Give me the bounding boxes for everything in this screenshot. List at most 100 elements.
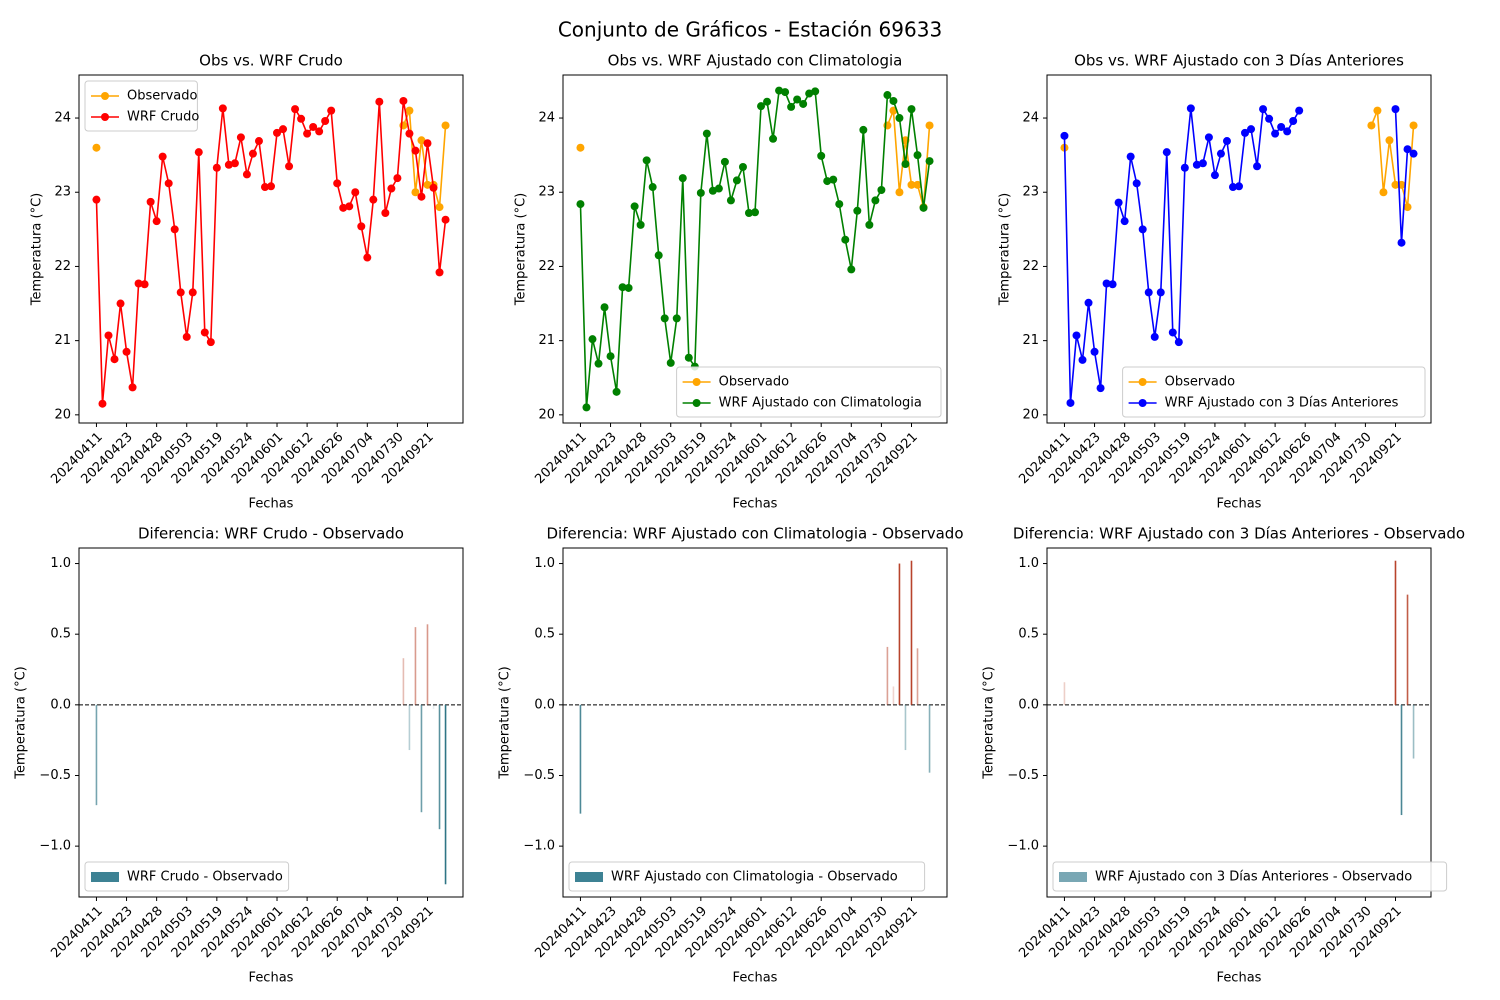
legend-label: WRF Ajustado con 3 Días Anteriores <box>1165 396 1399 411</box>
point <box>877 186 886 195</box>
y-tick-label: 21 <box>538 333 555 348</box>
bar <box>922 704 925 707</box>
point <box>606 352 615 361</box>
point <box>411 146 420 155</box>
legend-swatch <box>1059 872 1087 882</box>
point <box>188 288 197 297</box>
subplot-title: Diferencia: WRF Ajustado con Climatologi… <box>546 525 963 543</box>
y-axis-label: Temperatura (°C) <box>514 193 529 306</box>
point <box>805 89 814 98</box>
bar <box>886 646 889 705</box>
y-tick-label: 22 <box>538 259 555 274</box>
point <box>895 188 904 197</box>
point <box>871 196 880 205</box>
point <box>672 314 681 323</box>
point <box>576 200 585 209</box>
point <box>429 183 438 192</box>
legend-box <box>1122 366 1426 418</box>
bar <box>916 648 919 705</box>
x-axis-label: Fechas <box>733 971 778 986</box>
point <box>1162 148 1171 157</box>
point <box>1186 104 1195 113</box>
point <box>230 159 239 168</box>
point <box>763 97 772 106</box>
point <box>381 209 390 218</box>
legend-label: WRF Crudo <box>127 110 199 125</box>
point <box>315 127 324 136</box>
y-tick-label: 24 <box>1022 111 1039 126</box>
point <box>1210 171 1219 180</box>
x-axis-label: Fechas <box>1217 971 1262 986</box>
y-axis-label: Temperatura (°C) <box>14 666 29 779</box>
bar <box>426 624 429 705</box>
point <box>309 122 318 131</box>
point <box>1403 145 1412 154</box>
point <box>134 279 143 288</box>
legend-swatch <box>575 872 603 882</box>
point <box>1078 355 1087 364</box>
point <box>260 183 269 192</box>
y-tick-label: −1.0 <box>523 839 555 854</box>
legend-box <box>84 80 198 132</box>
bar <box>1400 704 1403 816</box>
point <box>907 180 916 189</box>
point <box>1259 105 1268 114</box>
point <box>618 283 627 292</box>
bar <box>408 704 411 751</box>
point <box>1138 225 1147 234</box>
point <box>648 183 657 192</box>
bar <box>95 704 98 806</box>
point <box>925 121 934 130</box>
point <box>925 157 934 166</box>
legend-box <box>1052 861 1448 892</box>
bar <box>928 704 931 773</box>
y-tick-label: 21 <box>54 333 71 348</box>
point <box>375 97 384 106</box>
point <box>200 328 209 337</box>
point <box>423 180 432 189</box>
bar <box>402 658 405 705</box>
bar <box>579 704 582 814</box>
point <box>333 179 342 188</box>
subplot-title: Obs vs. WRF Ajustado con Climatologia <box>608 52 903 70</box>
point <box>594 359 603 368</box>
bar <box>420 704 423 813</box>
point <box>1126 152 1135 161</box>
point <box>242 170 251 179</box>
point <box>1247 125 1256 134</box>
subplot-title: Diferencia: WRF Crudo - Observado <box>138 525 404 543</box>
legend-label: Observado <box>719 375 790 390</box>
legend-label: WRF Ajustado con 3 Días Anteriores - Obs… <box>1095 870 1412 885</box>
point <box>405 129 414 138</box>
y-tick-label: 0.5 <box>534 627 555 642</box>
point <box>684 353 693 362</box>
point <box>1228 183 1237 192</box>
point <box>1204 133 1213 142</box>
point <box>1253 162 1262 171</box>
bar <box>892 686 895 705</box>
y-tick-label: 22 <box>54 259 71 274</box>
y-axis-label: Temperatura (°C) <box>998 193 1013 306</box>
y-tick-label: 23 <box>1022 185 1039 200</box>
point <box>823 177 832 186</box>
point <box>182 332 191 341</box>
point <box>1283 127 1292 136</box>
point <box>303 129 312 138</box>
axes-frame <box>78 547 464 898</box>
point <box>612 387 621 396</box>
point <box>224 160 233 169</box>
legend-marker <box>1138 378 1147 386</box>
x-axis-label: Fechas <box>1217 497 1262 512</box>
bar <box>1394 560 1397 705</box>
point <box>1192 160 1201 169</box>
point <box>417 192 426 201</box>
point <box>1373 106 1382 115</box>
legend-marker <box>1138 399 1147 407</box>
y-tick-label: 0.0 <box>534 697 555 712</box>
point <box>720 157 729 166</box>
point <box>1277 122 1286 131</box>
bar <box>432 704 435 710</box>
point <box>297 114 306 123</box>
point <box>660 314 669 323</box>
